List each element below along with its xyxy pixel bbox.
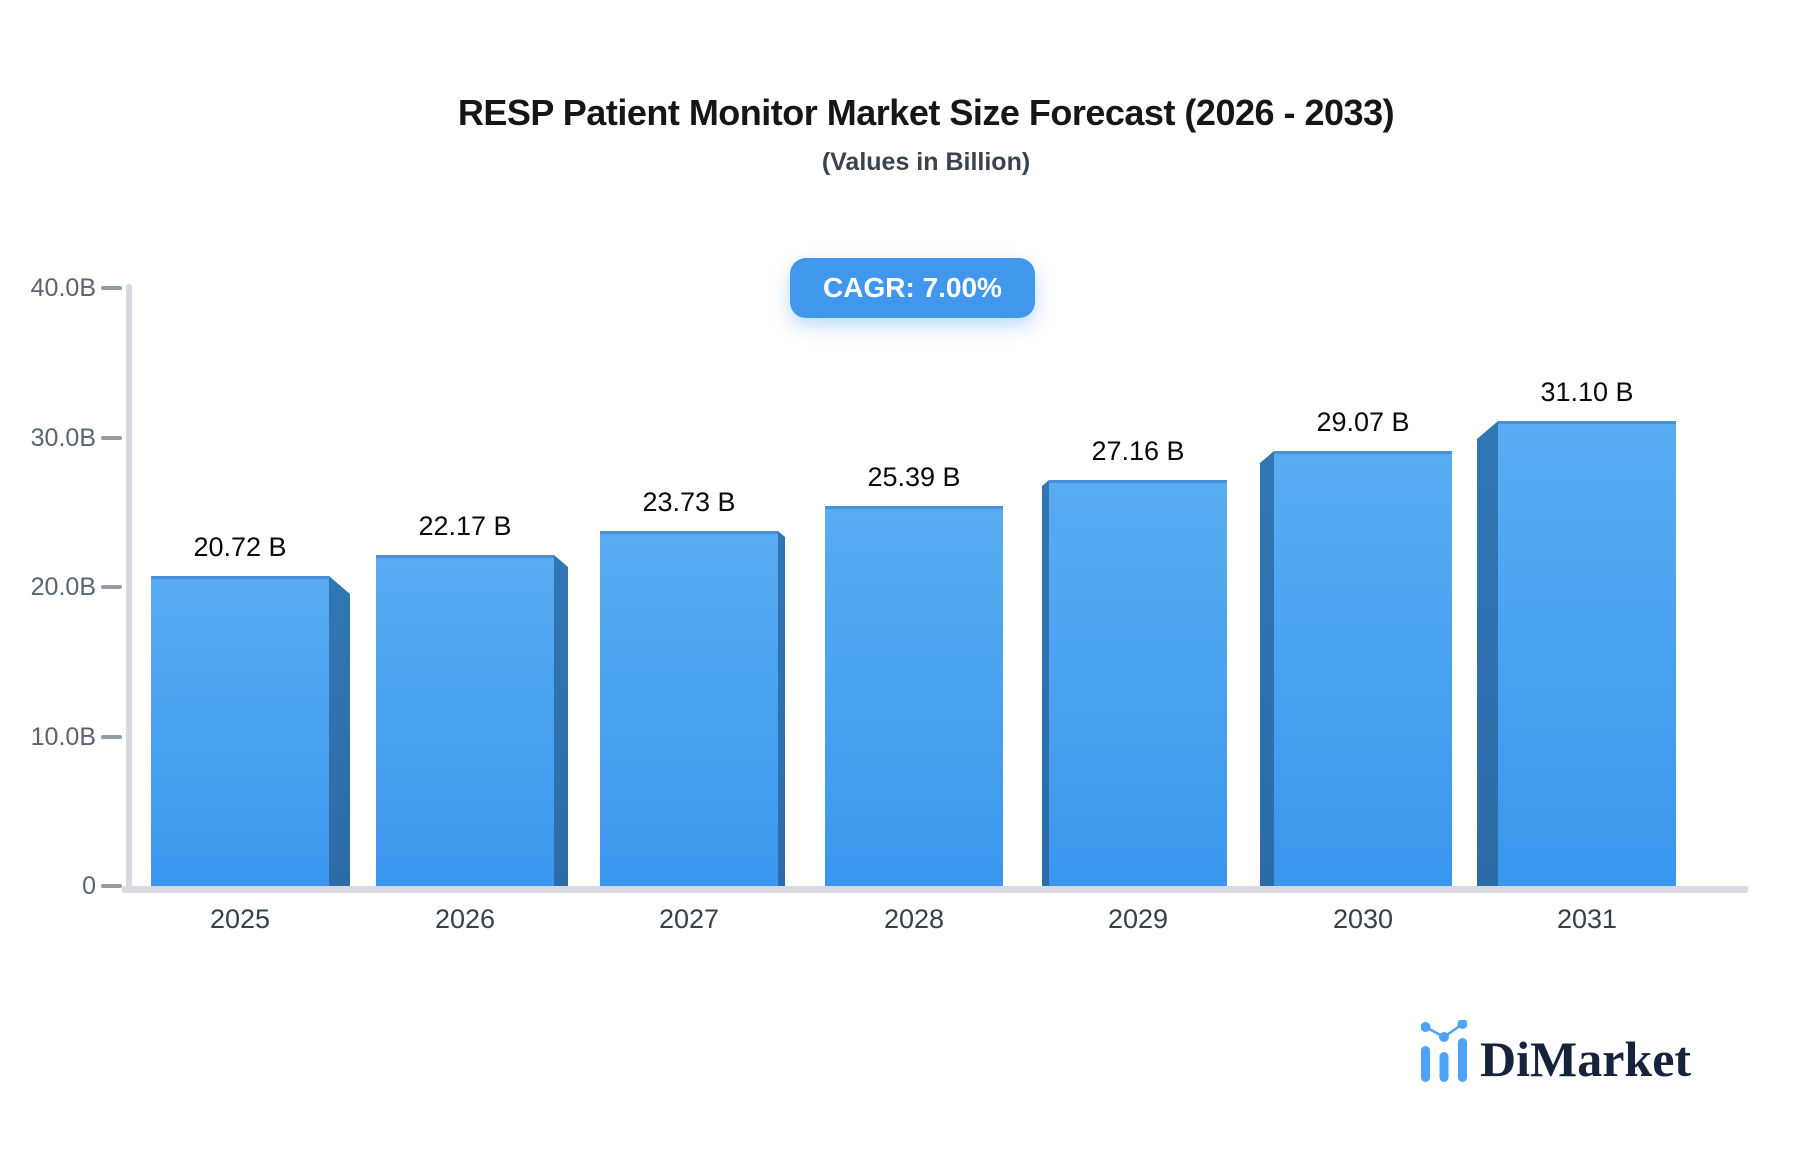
dimarket-wordmark: DiMarket <box>1480 1031 1692 1087</box>
x-axis-label: 2028 <box>883 904 945 934</box>
y-tick-label: 40.0B <box>30 274 96 302</box>
x-axis-label: 2027 <box>658 904 720 934</box>
bar-column-2027: 23.73 B 2027 <box>600 487 785 934</box>
bar-column-2030: 29.07 B 2030 <box>1260 407 1452 934</box>
bar-face <box>1049 480 1227 886</box>
bar-value-label: 22.17 B <box>418 511 512 541</box>
y-tick-label: 10.0B <box>30 722 96 751</box>
y-tick-mark <box>101 585 122 589</box>
y-tick-label: 0 <box>82 872 96 900</box>
bar-value-label: 25.39 B <box>867 462 961 492</box>
chart-subtitle: (Values in Billion) <box>821 148 1031 176</box>
bar-value-label: 29.07 B <box>1316 407 1410 437</box>
bar-side-panel <box>1260 451 1274 886</box>
bar-face <box>151 576 329 886</box>
bar-value-label: 31.10 B <box>1540 377 1634 407</box>
bar-face <box>600 531 778 886</box>
y-tick-mark <box>101 286 122 290</box>
bar-column-2029: 27.16 B 2029 <box>1042 436 1227 934</box>
x-axis-label: 2029 <box>1107 904 1169 934</box>
dimarket-logo: DiMarket <box>1421 1020 1692 1087</box>
cagr-badge: CAGR: 7.00% <box>790 258 1035 318</box>
bar-column-2031: 31.10 B 2031 <box>1477 377 1676 934</box>
x-axis-label: 2026 <box>434 904 496 934</box>
bar-column-2025: 20.72 B 2025 <box>151 532 350 934</box>
bar-side-panel <box>329 576 350 886</box>
bar-chart-sparkline-icon <box>1421 1020 1467 1082</box>
bar-face <box>825 506 1003 886</box>
bar-side-panel <box>554 555 568 886</box>
bar-side-panel <box>778 531 785 886</box>
bar-side-panel <box>1477 421 1498 886</box>
bar-value-label: 20.72 B <box>193 532 287 562</box>
x-axis-label: 2031 <box>1556 904 1618 934</box>
bar-value-label: 27.16 B <box>1091 436 1185 466</box>
y-tick-mark <box>101 435 122 440</box>
bar-column-2026: 22.17 B 2026 <box>376 511 568 934</box>
bar-column-2028: 25.39 B 2028 <box>825 462 1003 934</box>
y-axis-line <box>126 284 132 893</box>
x-axis-label: 2030 <box>1332 904 1394 934</box>
y-tick-label: 30.0B <box>30 423 96 452</box>
bar-value-label: 23.73 B <box>642 487 736 517</box>
bar-side-panel <box>1042 480 1049 886</box>
bar-face <box>1274 451 1452 886</box>
y-tick-mark <box>101 734 122 739</box>
bar-face <box>1498 421 1676 886</box>
x-axis-line <box>122 886 1748 893</box>
x-axis-label: 2025 <box>209 904 271 934</box>
bar-face <box>376 555 554 886</box>
y-tick-mark <box>101 884 122 888</box>
y-tick-label: 20.0B <box>30 573 96 601</box>
chart-title: RESP Patient Monitor Market Size Forecas… <box>457 92 1395 133</box>
